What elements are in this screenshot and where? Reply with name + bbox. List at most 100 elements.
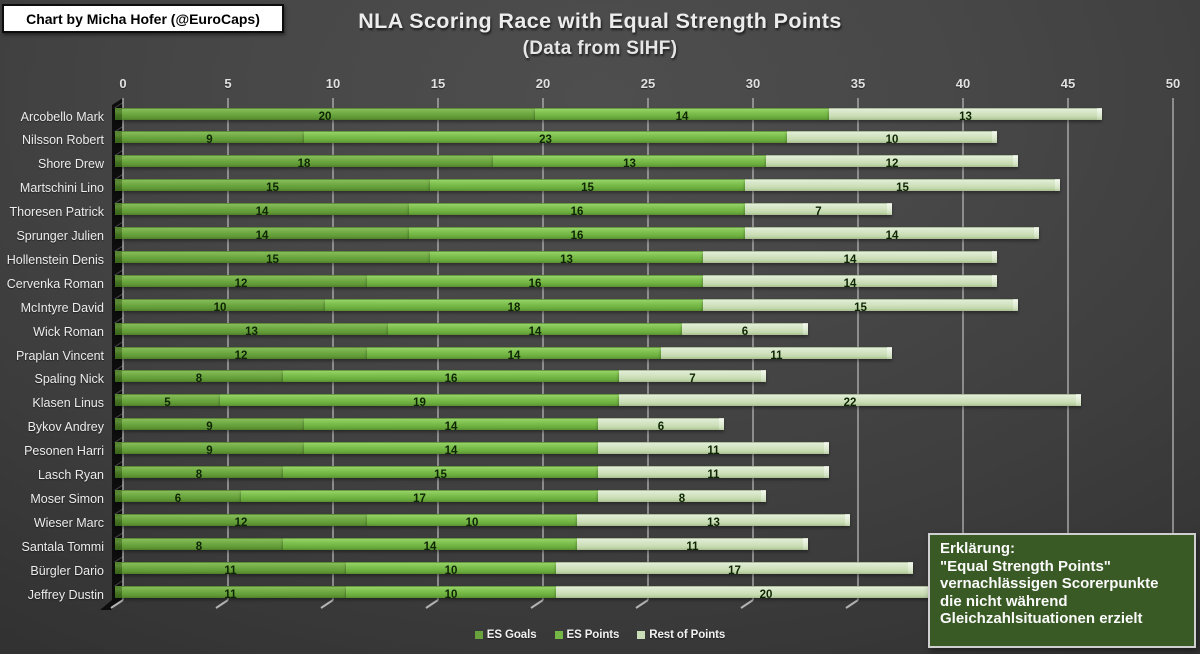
value-label: 12 xyxy=(234,516,248,529)
category-label: Praplan Vincent xyxy=(15,348,104,363)
bar-segment-es-points xyxy=(241,489,598,502)
bar-segment-rest-of-points xyxy=(598,418,724,431)
bar-row: 9 14 11 xyxy=(0,442,1200,458)
category-label: Sprunger Julien xyxy=(16,229,104,243)
x-axis-label: 10 xyxy=(325,76,341,91)
category-label: Martschini Lino xyxy=(19,181,104,196)
x-axis-label: 15 xyxy=(430,76,446,91)
chart-title: NLA Scoring Race with Equal Strength Poi… xyxy=(358,9,842,33)
value-label: 15 xyxy=(266,253,279,266)
bar-segment-rest-of-points xyxy=(619,370,766,383)
bar-row: 14 16 14 xyxy=(0,227,1200,242)
bar-segment-es-points xyxy=(304,442,598,455)
value-label: 11 xyxy=(770,349,783,362)
value-label: 16 xyxy=(570,206,584,219)
value-label: 10 xyxy=(213,301,227,314)
axis-tick-diagonal xyxy=(320,599,334,609)
bar-row: 11 10 17 xyxy=(0,561,1200,577)
category-label: Spaling Nick xyxy=(34,372,104,387)
wall-notch xyxy=(114,221,124,228)
bar-row: 8 14 11 xyxy=(0,537,1200,553)
value-label: 23 xyxy=(539,134,552,147)
axis-tick-diagonal xyxy=(215,599,229,609)
bar-segment-es-goals xyxy=(115,346,367,359)
value-label: 14 xyxy=(444,445,458,458)
bar-row: 18 13 12 xyxy=(0,155,1200,171)
bar-segment-es-points xyxy=(367,513,577,526)
bar-segment-es-points xyxy=(388,322,682,335)
wall-notch xyxy=(114,173,124,181)
x-axis-label: 25 xyxy=(640,76,656,91)
bar-segment-es-goals xyxy=(115,155,493,168)
bar-segment-es-points xyxy=(283,370,619,383)
bar-row: 12 16 14 xyxy=(0,274,1200,290)
value-label: 10 xyxy=(465,516,479,529)
category-label: Klasen Linus xyxy=(32,396,104,411)
value-label: 17 xyxy=(413,492,426,505)
bar-segment-es-goals xyxy=(115,227,409,239)
bar-segment-rest-of-points xyxy=(703,298,1018,311)
category-label: Nilsson Robert xyxy=(22,133,104,148)
annotation-line: Gleichzahlsituationen erzielt xyxy=(940,610,1143,628)
bar-segment-es-points xyxy=(409,203,745,216)
value-label: 16 xyxy=(528,277,542,290)
bar-segment-es-points xyxy=(409,227,745,239)
value-label: 16 xyxy=(444,373,458,386)
bar-row: 8 16 7 xyxy=(0,370,1200,386)
value-label: 14 xyxy=(444,421,458,434)
value-label: 7 xyxy=(815,206,822,219)
x-axis-label: 40 xyxy=(955,76,971,91)
bar-segment-es-goals xyxy=(115,179,430,192)
value-label: 13 xyxy=(623,158,636,171)
bar-segment-es-goals xyxy=(115,442,304,455)
bar-row: 11 10 20 xyxy=(0,585,1200,601)
value-label: 14 xyxy=(843,277,857,290)
x-axis-label: 30 xyxy=(745,76,761,91)
bar-segment-es-points xyxy=(325,298,703,311)
x-axis-label: 20 xyxy=(535,76,551,91)
value-label: 13 xyxy=(959,110,972,123)
bar-segment-es-points xyxy=(346,561,556,574)
legend-swatch-icon xyxy=(637,631,646,639)
value-label: 20 xyxy=(759,588,773,601)
annotation-line: Erklärung: xyxy=(940,540,1016,557)
wall-notch xyxy=(114,102,124,109)
bar-row: 20 14 13 xyxy=(0,107,1200,123)
annotation-box: Erklärung: "Equal Strength Points" vernach… xyxy=(928,533,1196,648)
wall-notch xyxy=(114,364,124,372)
bar-row: 9 14 6 xyxy=(0,418,1200,434)
bar-segment-es-goals xyxy=(115,298,325,311)
bar-segment-es-goals xyxy=(115,418,304,431)
bar-segment-rest-of-points xyxy=(682,322,808,335)
value-label: 15 xyxy=(434,469,447,481)
bar-segment-rest-of-points xyxy=(556,561,913,574)
bar-segment-es-goals xyxy=(115,561,346,574)
category-label: Lasch Ryan xyxy=(37,468,104,482)
bar-row: 12 10 13 xyxy=(0,513,1200,529)
bar-segment-rest-of-points xyxy=(598,466,829,478)
credit-label: Chart by Micha Hofer (@EuroCaps) xyxy=(26,10,260,27)
bar-row: 15 15 15 xyxy=(0,179,1200,195)
x-axis-label: 50 xyxy=(1165,76,1181,91)
value-label: 11 xyxy=(707,445,720,458)
category-label: McIntyre David xyxy=(20,300,104,315)
bar-row: 12 14 11 xyxy=(0,346,1200,362)
wall-notch xyxy=(114,197,124,205)
bar-segment-rest-of-points xyxy=(577,513,850,526)
x-axis-label: 35 xyxy=(850,76,866,91)
category-label: Jeffrey Dustin xyxy=(27,587,104,602)
x-axis-label: 45 xyxy=(1060,76,1076,91)
value-label: 11 xyxy=(224,564,237,577)
value-label: 14 xyxy=(885,230,899,242)
wall-notch xyxy=(114,269,124,276)
value-label: 7 xyxy=(689,373,696,386)
legend-item: Rest of Points xyxy=(637,629,725,641)
category-label: Bürgler Dario xyxy=(30,563,104,578)
value-label: 15 xyxy=(266,182,279,195)
wall-notch xyxy=(114,245,124,252)
wall-notch xyxy=(114,532,124,539)
value-label: 15 xyxy=(896,182,909,195)
bar-row: 6 17 8 xyxy=(0,489,1200,505)
value-label: 16 xyxy=(570,230,584,242)
bar-segment-rest-of-points xyxy=(787,131,997,144)
